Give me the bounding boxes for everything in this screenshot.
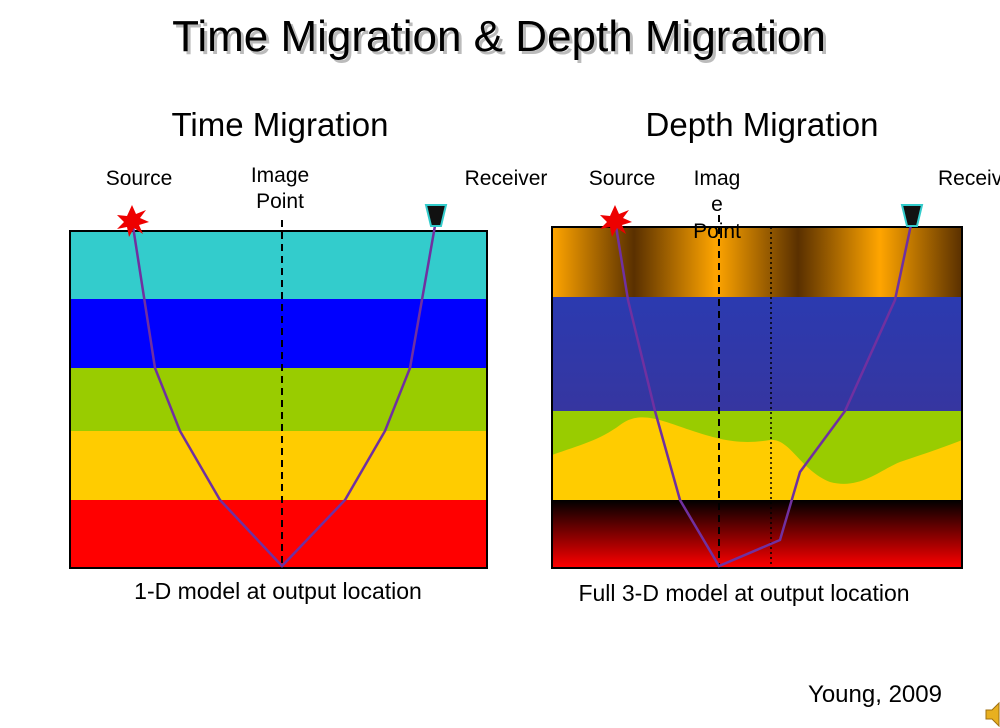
source-icon [600,205,632,237]
receiver-label: Receiver [938,167,1000,190]
ray-path [613,219,914,568]
credit: Young, 2009 [808,681,942,708]
image-point-label: Imag [694,167,741,190]
image-point-label: Point [256,190,304,213]
caption: Full 3-D model at output location [578,580,909,606]
speaker-icon[interactable] [985,701,1000,728]
title-shadow: Time Migration & Depth Migration [175,15,829,64]
title: Time Migration & Depth Migration [172,12,826,61]
ray-path [130,219,438,568]
source-label: Source [589,167,656,190]
caption: 1-D model at output location [134,578,422,604]
panel-heading: Depth Migration [646,106,879,143]
source-icon [117,205,149,237]
image-point-label: Point [693,220,741,243]
receiver-icon [424,204,448,227]
receiver-icon [900,204,924,227]
layer-model [551,226,963,569]
image-point-label: Image [251,164,309,187]
layer-model [69,230,488,569]
source-label: Source [106,167,173,190]
receiver-label: Receiver [465,167,548,190]
image-point-label: e [711,193,723,216]
panel-heading: Time Migration [172,106,389,143]
